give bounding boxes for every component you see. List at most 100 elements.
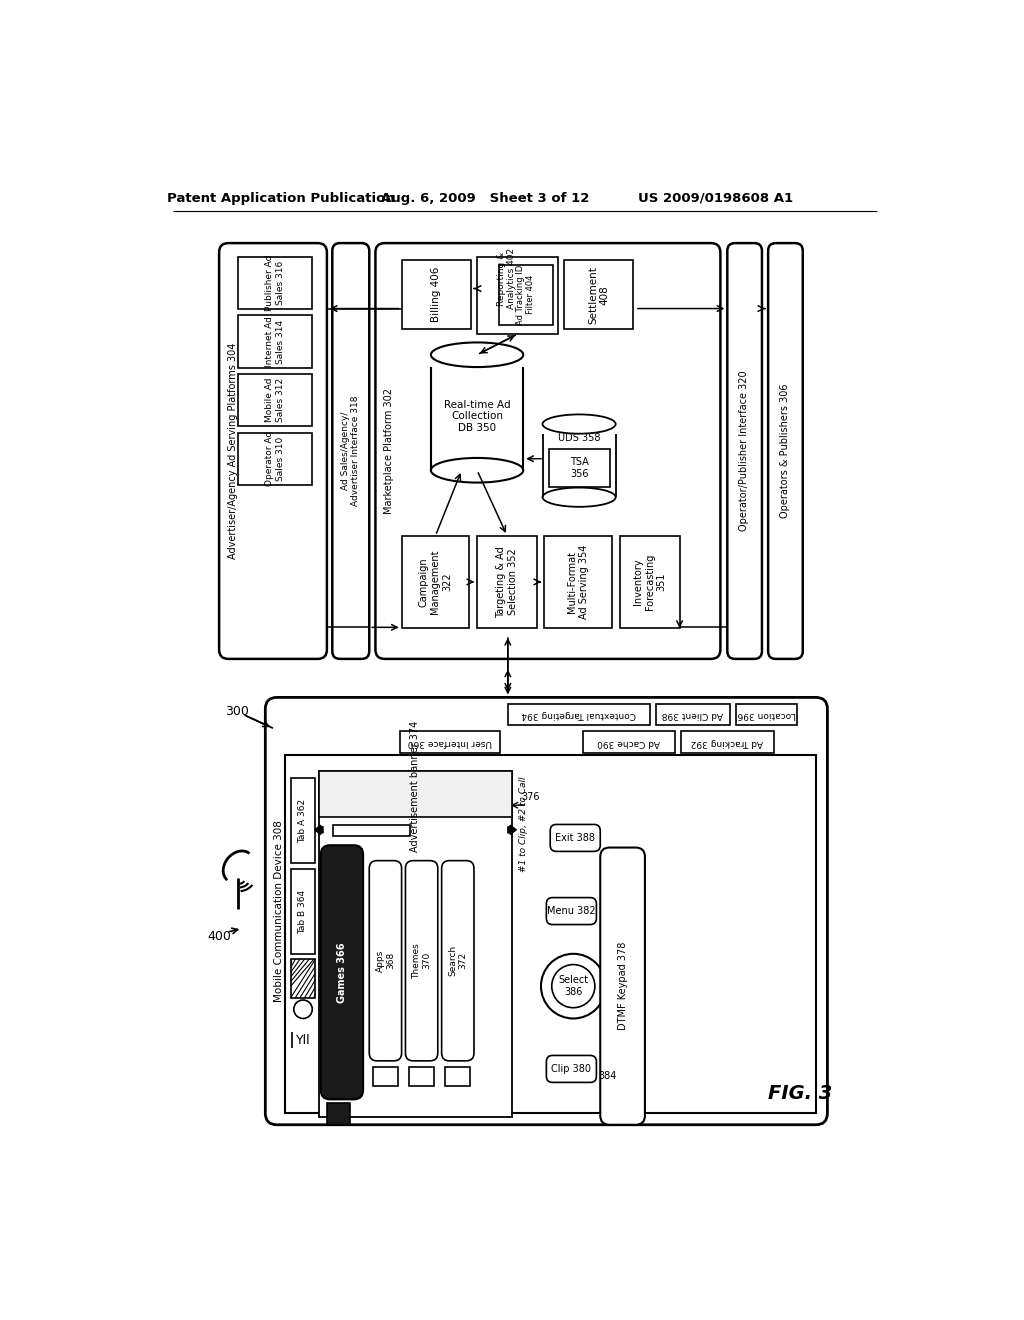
Text: User Interface 360: User Interface 360 (408, 738, 493, 747)
Text: UDS 358: UDS 358 (558, 433, 600, 444)
Text: 376: 376 (521, 792, 541, 803)
Text: FIG. 3: FIG. 3 (768, 1085, 833, 1104)
Text: Ad Tracking ID
Filter 404: Ad Tracking ID Filter 404 (516, 264, 536, 325)
Bar (477, 257, 558, 334)
FancyBboxPatch shape (547, 898, 596, 924)
FancyBboxPatch shape (550, 825, 600, 851)
FancyBboxPatch shape (376, 243, 720, 659)
Text: Aug. 6, 2009   Sheet 3 of 12: Aug. 6, 2009 Sheet 3 of 12 (381, 191, 589, 205)
Ellipse shape (431, 342, 523, 367)
FancyBboxPatch shape (727, 243, 762, 659)
Text: Games 366: Games 366 (337, 942, 347, 1003)
Bar (285, 755, 816, 1113)
Bar (477, 536, 538, 628)
Bar (327, 1104, 350, 1125)
Text: Apps
368: Apps 368 (376, 949, 395, 972)
Text: Marketplace Platform 302: Marketplace Platform 302 (384, 388, 394, 513)
Text: Tab A 362: Tab A 362 (299, 799, 307, 842)
Text: Advertisement banner 374: Advertisement banner 374 (411, 721, 421, 851)
Text: #1 to Clip, #2 to Call: #1 to Clip, #2 to Call (519, 776, 527, 873)
Text: 384: 384 (598, 1072, 616, 1081)
Ellipse shape (431, 458, 523, 483)
Text: US 2009/0198608 A1: US 2009/0198608 A1 (638, 191, 794, 205)
Text: TSA
356: TSA 356 (569, 457, 589, 479)
Circle shape (541, 954, 605, 1019)
Text: Operator Ad
Sales 310: Operator Ad Sales 310 (265, 432, 285, 486)
Circle shape (294, 1001, 312, 1019)
Text: 400: 400 (207, 929, 231, 942)
Bar (239, 374, 311, 426)
Bar (239, 433, 311, 484)
Bar (319, 771, 512, 1117)
Text: Menu 382: Menu 382 (547, 906, 595, 916)
Text: Inventory
Forecasting
351: Inventory Forecasting 351 (633, 553, 667, 610)
Bar (549, 449, 609, 487)
Text: Ad Tracking 392: Ad Tracking 392 (691, 738, 764, 747)
Text: 300: 300 (225, 705, 249, 718)
Text: Mobile Communication Device 308: Mobile Communication Device 308 (274, 820, 285, 1002)
Text: Publisher Ad
Sales 316: Publisher Ad Sales 316 (265, 255, 285, 312)
Text: Targeting & Ad
Selection 352: Targeting & Ad Selection 352 (497, 546, 518, 618)
Text: Billing 406: Billing 406 (431, 267, 441, 322)
Bar (400, 731, 500, 752)
Text: DTMF Keypad 378: DTMF Keypad 378 (617, 942, 628, 1031)
Text: Advertiser/Agency Ad Serving Platforms 304: Advertiser/Agency Ad Serving Platforms 3… (228, 343, 238, 560)
Bar (583, 731, 675, 752)
FancyBboxPatch shape (333, 243, 370, 659)
FancyBboxPatch shape (600, 847, 645, 1125)
Bar (239, 315, 311, 368)
Bar (445, 1067, 470, 1086)
FancyBboxPatch shape (547, 1056, 596, 1082)
Bar (499, 264, 553, 325)
Text: Clip 380: Clip 380 (551, 1064, 591, 1073)
Text: Real-time Ad
Collection
DB 350: Real-time Ad Collection DB 350 (443, 400, 510, 433)
Circle shape (552, 965, 595, 1007)
Text: Multi-Format
Ad Serving 354: Multi-Format Ad Serving 354 (567, 545, 589, 619)
Text: Ad Sales/Agency/
Advertiser Interface 318: Ad Sales/Agency/ Advertiser Interface 31… (341, 396, 360, 507)
Bar (373, 1067, 397, 1086)
Bar (431, 355, 523, 470)
Text: Operator/Publisher Interface 320: Operator/Publisher Interface 320 (739, 371, 750, 532)
Text: Exit 388: Exit 388 (555, 833, 595, 842)
Text: Search
372: Search 372 (449, 945, 468, 977)
FancyBboxPatch shape (441, 861, 474, 1061)
Bar (319, 771, 512, 817)
Text: Mobile Ad
Sales 312: Mobile Ad Sales 312 (265, 378, 285, 422)
Text: Internet Ad
Sales 314: Internet Ad Sales 314 (265, 317, 285, 367)
Ellipse shape (543, 487, 615, 507)
Bar (291, 779, 315, 863)
Text: Tab B 364: Tab B 364 (299, 890, 307, 933)
Bar (681, 731, 773, 752)
Bar (291, 960, 315, 998)
Text: Operators & Publishers 306: Operators & Publishers 306 (780, 384, 791, 519)
FancyBboxPatch shape (219, 243, 327, 659)
FancyBboxPatch shape (265, 697, 827, 1125)
Bar (291, 869, 315, 954)
Text: Ad Cache 390: Ad Cache 390 (597, 738, 660, 747)
Ellipse shape (543, 414, 615, 434)
FancyArrow shape (314, 825, 323, 834)
FancyBboxPatch shape (406, 861, 438, 1061)
Text: Ad Client 398: Ad Client 398 (663, 710, 723, 719)
Text: Location 396: Location 396 (737, 710, 796, 719)
Bar (239, 257, 311, 309)
Bar (410, 1067, 434, 1086)
Bar (620, 536, 680, 628)
Text: Yll: Yll (296, 1034, 310, 1047)
Bar (333, 825, 410, 836)
Text: Campaign
Management
322: Campaign Management 322 (419, 549, 452, 614)
FancyArrow shape (508, 825, 516, 834)
Bar (543, 424, 615, 498)
FancyBboxPatch shape (321, 845, 364, 1100)
Text: Reporting &
Analytics 402: Reporting & Analytics 402 (497, 248, 516, 309)
FancyBboxPatch shape (370, 861, 401, 1061)
Text: Patent Application Publication: Patent Application Publication (167, 191, 394, 205)
Text: Contextual Targeting 394: Contextual Targeting 394 (521, 710, 636, 719)
Text: Select
386: Select 386 (558, 975, 589, 997)
Bar (401, 536, 469, 628)
Bar (564, 260, 634, 329)
Text: Settlement
408: Settlement 408 (588, 265, 609, 323)
Bar (401, 260, 471, 329)
Bar (736, 704, 798, 725)
FancyBboxPatch shape (768, 243, 803, 659)
